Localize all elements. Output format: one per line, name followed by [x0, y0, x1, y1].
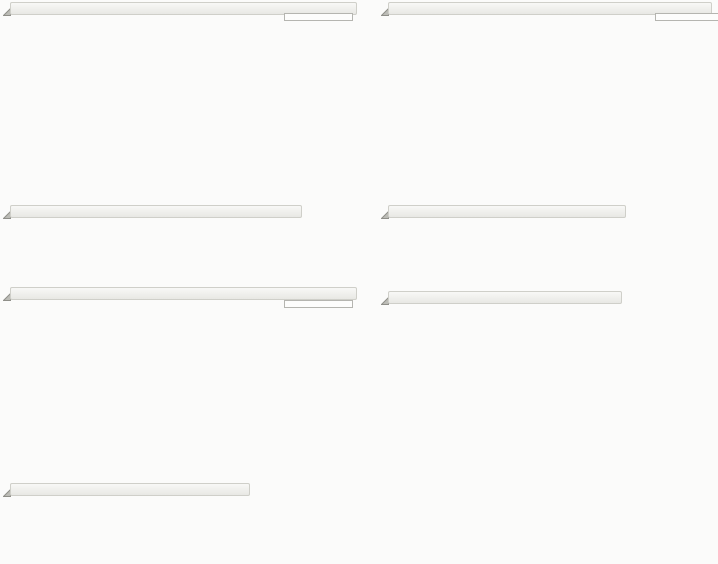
panel-title-bar-lognormal-estimates[interactable] — [10, 483, 250, 496]
panel-title-bar-exponential-plot[interactable] — [10, 2, 357, 15]
panel-title-bar-exponential-estimates[interactable] — [10, 205, 302, 218]
panel-title-bar-weibull-plot[interactable] — [388, 2, 712, 15]
panel-title-bar-lognormal-plot[interactable] — [10, 287, 357, 300]
exponential-plot-legend[interactable] — [284, 13, 353, 21]
panel-title-bar-weibull-estimates[interactable] — [388, 291, 622, 304]
weibull-plot-legend[interactable] — [655, 13, 718, 21]
lognormal-plot-legend[interactable] — [284, 300, 353, 308]
panel-title-bar-extreme-value-estimates[interactable] — [388, 205, 626, 218]
